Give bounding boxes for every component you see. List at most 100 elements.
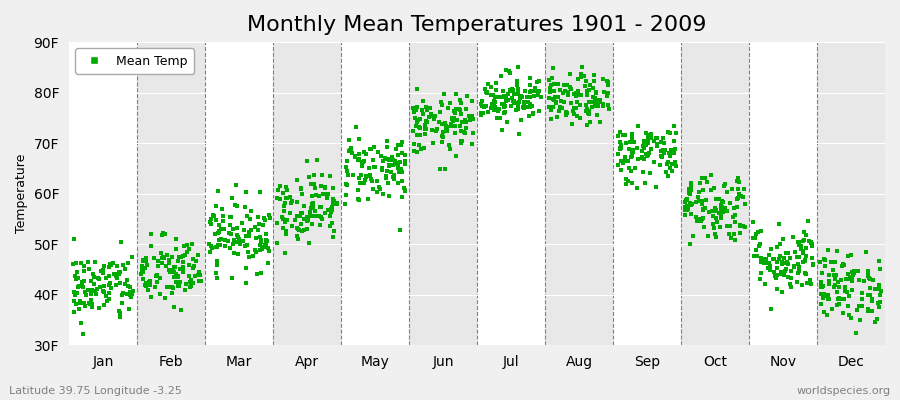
Point: [713, 223, 727, 230]
Point: [274, 213, 289, 220]
Point: [678, 212, 692, 218]
Point: [757, 260, 771, 266]
Point: [168, 279, 183, 286]
Point: [714, 213, 728, 219]
Point: [407, 148, 421, 154]
Point: [150, 272, 165, 278]
Point: [575, 64, 590, 70]
Point: [225, 195, 239, 201]
Point: [498, 103, 512, 110]
Point: [228, 202, 242, 209]
Point: [770, 259, 785, 265]
Point: [629, 184, 643, 191]
Point: [694, 217, 708, 224]
Point: [176, 253, 190, 259]
Point: [784, 267, 798, 274]
Point: [507, 91, 521, 97]
Point: [646, 138, 661, 144]
Point: [528, 85, 543, 91]
Point: [326, 196, 340, 202]
Point: [531, 108, 545, 114]
Point: [262, 215, 276, 221]
Point: [680, 203, 694, 210]
Point: [684, 180, 698, 186]
Point: [380, 168, 394, 175]
Point: [611, 150, 625, 157]
Point: [680, 207, 695, 213]
Point: [560, 110, 574, 117]
Point: [758, 256, 772, 262]
Point: [797, 237, 812, 244]
Point: [300, 226, 314, 232]
Point: [274, 183, 288, 189]
Point: [291, 236, 305, 242]
Point: [338, 192, 353, 198]
Point: [96, 267, 111, 273]
Point: [304, 181, 319, 187]
Point: [489, 80, 503, 86]
Point: [618, 181, 633, 187]
Point: [563, 86, 578, 92]
Point: [416, 111, 430, 118]
Point: [806, 240, 820, 247]
Point: [165, 284, 179, 290]
Point: [754, 255, 769, 262]
Point: [231, 234, 246, 240]
Point: [110, 262, 124, 269]
Point: [420, 107, 435, 114]
Point: [775, 259, 789, 265]
Point: [393, 227, 408, 233]
Point: [596, 76, 610, 82]
Point: [549, 100, 563, 106]
Point: [611, 133, 625, 139]
Point: [830, 248, 844, 254]
Point: [361, 195, 375, 202]
Point: [613, 146, 627, 152]
Point: [382, 162, 397, 168]
Point: [664, 147, 679, 153]
Point: [291, 225, 305, 232]
Point: [311, 213, 326, 219]
Point: [514, 117, 528, 124]
Point: [832, 284, 847, 290]
Point: [670, 130, 684, 137]
Point: [833, 276, 848, 283]
Point: [345, 150, 359, 156]
Point: [821, 295, 835, 302]
Point: [212, 229, 226, 235]
Point: [577, 73, 591, 80]
Point: [707, 185, 722, 191]
Point: [751, 229, 765, 235]
Point: [284, 200, 298, 206]
Point: [167, 303, 182, 310]
Point: [365, 186, 380, 192]
Point: [99, 293, 113, 299]
Point: [183, 284, 197, 290]
Point: [514, 93, 528, 100]
Point: [682, 186, 697, 193]
Point: [639, 129, 653, 136]
Point: [641, 152, 655, 158]
Point: [861, 305, 876, 312]
Point: [249, 249, 264, 255]
Point: [619, 176, 634, 182]
Point: [254, 270, 268, 276]
Point: [859, 249, 873, 256]
Point: [210, 244, 224, 250]
Point: [610, 162, 625, 169]
Point: [135, 264, 149, 271]
Point: [631, 156, 645, 163]
Point: [779, 259, 794, 266]
Point: [679, 198, 693, 205]
Point: [356, 180, 371, 186]
Point: [244, 227, 258, 233]
Point: [800, 280, 814, 286]
Point: [163, 268, 177, 275]
Point: [87, 281, 102, 287]
Point: [276, 190, 291, 196]
Point: [78, 289, 93, 296]
Point: [385, 156, 400, 163]
Point: [678, 203, 692, 210]
Point: [686, 233, 700, 239]
Point: [816, 282, 831, 289]
